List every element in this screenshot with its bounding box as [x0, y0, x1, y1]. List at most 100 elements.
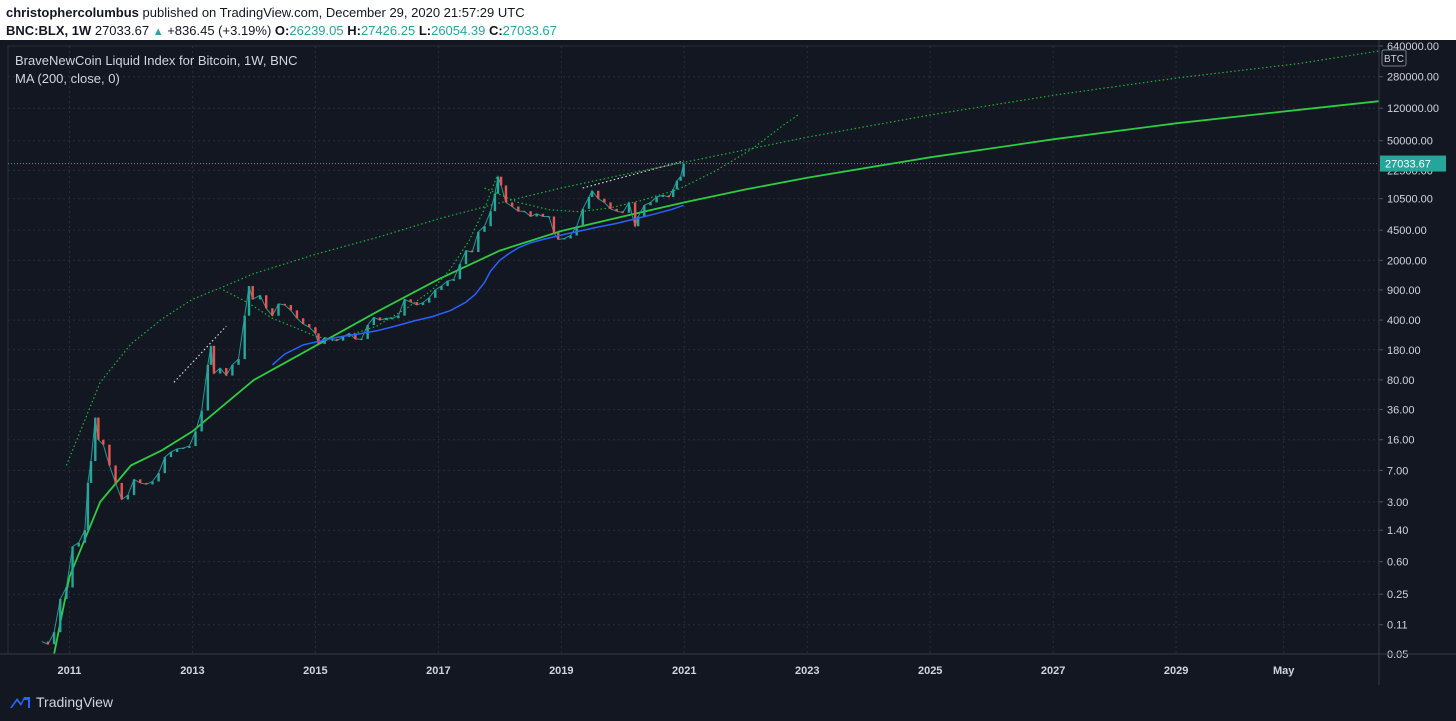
price-candle[interactable] — [569, 235, 572, 239]
dotted-curve[interactable] — [345, 176, 498, 337]
price-candle[interactable] — [587, 196, 591, 209]
price-candle[interactable] — [649, 202, 652, 206]
price-candle[interactable] — [421, 302, 425, 306]
price-candle[interactable] — [102, 439, 105, 445]
price-candle[interactable] — [621, 211, 624, 213]
price-candle[interactable] — [464, 250, 468, 265]
price-candle[interactable] — [384, 318, 388, 321]
price-candle[interactable] — [603, 198, 606, 203]
price-candle[interactable] — [225, 368, 228, 376]
price-candle[interactable] — [212, 345, 216, 374]
price-candle[interactable] — [627, 202, 631, 213]
price-candle[interactable] — [52, 632, 56, 645]
price-candle[interactable] — [77, 542, 80, 547]
price-candle[interactable] — [547, 216, 551, 218]
price-candle[interactable] — [493, 193, 497, 212]
author-name[interactable]: christophercolumbus — [6, 5, 139, 20]
price-candle[interactable] — [138, 479, 142, 483]
price-candle[interactable] — [615, 208, 618, 212]
price-candle[interactable] — [271, 308, 274, 316]
price-candle[interactable] — [563, 238, 566, 240]
price-candle[interactable] — [682, 163, 685, 177]
price-candle[interactable] — [151, 481, 154, 485]
price-candle[interactable] — [237, 359, 240, 365]
price-candle[interactable] — [247, 286, 251, 316]
price-candle[interactable] — [504, 185, 508, 203]
price-candle[interactable] — [409, 299, 412, 303]
price-candle[interactable] — [609, 202, 612, 209]
price-candle[interactable] — [581, 208, 585, 227]
price-candle[interactable] — [277, 303, 280, 316]
price-candle[interactable] — [258, 295, 262, 300]
price-candle[interactable] — [360, 339, 363, 341]
price-candle[interactable] — [643, 205, 646, 217]
price-candle[interactable] — [145, 482, 148, 485]
price-candle[interactable] — [94, 417, 97, 462]
trend-line[interactable] — [582, 160, 684, 189]
price-candle[interactable] — [529, 211, 532, 217]
price-candle[interactable] — [289, 305, 293, 311]
price-candle[interactable] — [403, 299, 406, 316]
price-candle[interactable] — [169, 451, 173, 458]
price-candle[interactable] — [243, 315, 246, 360]
dotted-curve[interactable] — [484, 114, 799, 213]
price-candle[interactable] — [308, 324, 311, 328]
price-candle[interactable] — [597, 190, 600, 199]
price-candle[interactable] — [391, 318, 394, 320]
price-candle[interactable] — [446, 280, 449, 287]
price-candle[interactable] — [209, 345, 213, 365]
price-candle[interactable] — [314, 327, 317, 334]
dotted-curve[interactable] — [65, 50, 1380, 466]
price-candle[interactable] — [301, 318, 305, 325]
price-candle[interactable] — [200, 410, 203, 432]
price-candle[interactable] — [655, 196, 658, 203]
price-candle[interactable] — [517, 206, 520, 212]
price-candle[interactable] — [175, 448, 179, 452]
price-candle[interactable] — [108, 444, 111, 466]
price-candle[interactable] — [415, 302, 419, 306]
price-candle[interactable] — [218, 368, 222, 374]
price-candle[interactable] — [206, 364, 210, 411]
price-candle[interactable] — [283, 303, 286, 306]
trend-line[interactable] — [173, 325, 227, 383]
price-candle[interactable] — [552, 216, 556, 233]
price-candle[interactable] — [675, 180, 679, 190]
price-candle[interactable] — [251, 286, 254, 300]
price-candle[interactable] — [499, 176, 503, 186]
price-candle[interactable] — [65, 587, 68, 599]
price-candle[interactable] — [661, 195, 664, 197]
price-candle[interactable] — [496, 176, 500, 194]
tradingview-brand[interactable]: TradingView — [10, 694, 113, 710]
price-candle[interactable] — [157, 473, 160, 482]
price-candle[interactable] — [372, 317, 376, 326]
price-candle[interactable] — [470, 250, 474, 253]
price-candle[interactable] — [114, 465, 117, 483]
price-candle[interactable] — [86, 482, 90, 531]
price-candle[interactable] — [397, 315, 400, 319]
price-candle[interactable] — [667, 195, 671, 197]
price-candle[interactable] — [46, 641, 50, 645]
price-candle[interactable] — [378, 317, 382, 321]
price-candle[interactable] — [679, 176, 682, 181]
price-candle[interactable] — [335, 339, 339, 341]
price-candle[interactable] — [434, 289, 437, 298]
price-candle[interactable] — [535, 213, 538, 217]
moving-average-line[interactable] — [271, 204, 684, 366]
growth-curve[interactable] — [53, 100, 1380, 655]
price-candle[interactable] — [590, 190, 594, 197]
price-candle[interactable] — [182, 447, 185, 449]
price-candle[interactable] — [477, 231, 480, 253]
price-candle[interactable] — [163, 457, 166, 474]
price-candle[interactable] — [188, 446, 191, 448]
price-candle[interactable] — [440, 286, 443, 290]
price-candle[interactable] — [126, 495, 130, 500]
price-candle[interactable] — [452, 279, 455, 281]
price-line[interactable] — [41, 163, 685, 645]
price-candle[interactable] — [489, 211, 492, 227]
price-candle[interactable] — [120, 482, 123, 500]
price-candle[interactable] — [575, 226, 578, 236]
price-candle[interactable] — [83, 530, 87, 543]
price-candle[interactable] — [636, 216, 640, 227]
price-candle[interactable] — [231, 364, 234, 376]
price-candle[interactable] — [354, 333, 357, 340]
